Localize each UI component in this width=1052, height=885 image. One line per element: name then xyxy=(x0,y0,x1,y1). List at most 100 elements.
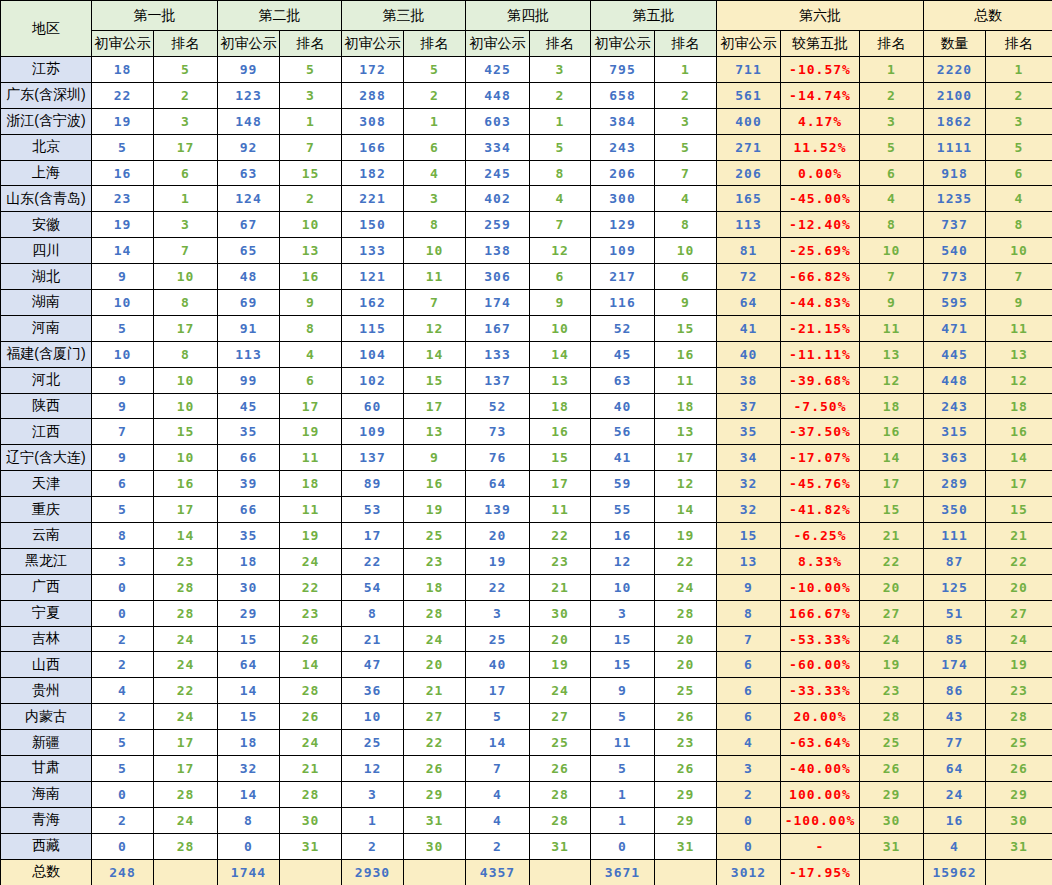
count-cell: 300 xyxy=(591,186,655,212)
count-cell: 308 xyxy=(342,108,404,134)
count-cell: 15962 xyxy=(924,859,986,885)
rank-cell: 10 xyxy=(530,315,591,341)
rank-cell: 9 xyxy=(655,290,717,316)
rank-cell: 26 xyxy=(404,756,466,782)
count-cell: 4357 xyxy=(466,859,530,885)
rank-cell: 25 xyxy=(404,523,466,549)
rank-cell: 24 xyxy=(280,730,342,756)
count-cell: 2100 xyxy=(924,82,986,108)
count-cell: 113 xyxy=(717,212,781,238)
rank-cell: 5 xyxy=(154,57,218,83)
region-cell: 北京 xyxy=(1,134,92,160)
count-cell: 5 xyxy=(466,704,530,730)
rank-cell: 2 xyxy=(530,82,591,108)
rank-cell: 13 xyxy=(860,341,924,367)
table-row: 甘肃517322112267265263-40.00%266426 xyxy=(1,756,1052,782)
rank-cell: 31 xyxy=(986,833,1052,859)
rank-cell xyxy=(986,859,1052,885)
count-cell: 0 xyxy=(218,833,280,859)
rank-cell: 17 xyxy=(280,393,342,419)
table-row: 安徽1936710150825971298113-12.40%87378 xyxy=(1,212,1052,238)
rank-cell: 19 xyxy=(280,419,342,445)
count-cell: 59 xyxy=(591,471,655,497)
count-cell: 7 xyxy=(466,756,530,782)
rank-cell: 17 xyxy=(154,134,218,160)
rank-cell: 23 xyxy=(154,548,218,574)
count-cell: 206 xyxy=(717,160,781,186)
table-row: 吉林22415262124252015207-53.33%248524 xyxy=(1,626,1052,652)
region-cell: 安徽 xyxy=(1,212,92,238)
region-cell: 湖北 xyxy=(1,264,92,290)
statistics-table: 地区 第一批 第二批 第三批 第四批 第五批 第六批 总数 初审公示 排名 初审… xyxy=(0,0,1052,885)
subheader-batch1-publicity: 初审公示 xyxy=(92,31,154,57)
rank-cell xyxy=(280,859,342,885)
rank-cell xyxy=(404,859,466,885)
table-row: 四川147651313310138121091081-25.69%1054010 xyxy=(1,238,1052,264)
count-cell: 63 xyxy=(218,160,280,186)
count-cell: 45 xyxy=(591,341,655,367)
rank-cell: 6 xyxy=(530,264,591,290)
region-cell: 广东(含深圳) xyxy=(1,82,92,108)
count-cell: 5 xyxy=(92,134,154,160)
rank-cell: 26 xyxy=(655,704,717,730)
percent-vs-batch5-cell: 8.33% xyxy=(781,548,860,574)
rank-cell: 20 xyxy=(860,574,924,600)
count-cell: 15 xyxy=(591,626,655,652)
rank-cell: 14 xyxy=(986,445,1052,471)
count-cell: 6 xyxy=(717,678,781,704)
rank-cell: 23 xyxy=(530,548,591,574)
count-cell: 595 xyxy=(924,290,986,316)
column-header-batch6: 第六批 xyxy=(717,1,924,31)
rank-cell: 11 xyxy=(655,367,717,393)
rank-cell: 5 xyxy=(530,134,591,160)
rank-cell: 8 xyxy=(404,212,466,238)
rank-cell: 5 xyxy=(404,57,466,83)
count-cell: 129 xyxy=(591,212,655,238)
count-cell: 51 xyxy=(924,600,986,626)
count-cell: 54 xyxy=(342,574,404,600)
count-cell: 6 xyxy=(717,704,781,730)
count-cell: 14 xyxy=(466,730,530,756)
count-cell: 221 xyxy=(342,186,404,212)
percent-vs-batch5-cell: -63.64% xyxy=(781,730,860,756)
count-cell: 3 xyxy=(591,600,655,626)
subheader-total-rank: 排名 xyxy=(986,31,1052,57)
rank-cell: 18 xyxy=(860,393,924,419)
rank-cell: 2 xyxy=(154,82,218,108)
rank-cell: 6 xyxy=(986,160,1052,186)
count-cell: 10 xyxy=(342,704,404,730)
table-row: 新疆51718242522142511234-63.64%257725 xyxy=(1,730,1052,756)
count-cell: 133 xyxy=(342,238,404,264)
count-cell: 2 xyxy=(92,807,154,833)
region-cell: 天津 xyxy=(1,471,92,497)
count-cell: 40 xyxy=(717,341,781,367)
count-cell: 89 xyxy=(342,471,404,497)
rank-cell: 18 xyxy=(530,393,591,419)
rank-cell: 24 xyxy=(154,807,218,833)
rank-cell: 10 xyxy=(986,238,1052,264)
rank-cell: 30 xyxy=(404,833,466,859)
rank-cell: 7 xyxy=(154,238,218,264)
table-row: 江苏185995172542537951711-10.57%122201 xyxy=(1,57,1052,83)
count-cell: 8 xyxy=(92,523,154,549)
rank-cell: 2 xyxy=(860,82,924,108)
count-cell: 6 xyxy=(92,471,154,497)
rank-cell: 21 xyxy=(986,523,1052,549)
count-cell: 5 xyxy=(92,497,154,523)
count-cell: 121 xyxy=(342,264,404,290)
rank-cell: 19 xyxy=(860,652,924,678)
count-cell: 206 xyxy=(591,160,655,186)
rank-cell: 24 xyxy=(154,652,218,678)
percent-vs-batch5-cell: -10.00% xyxy=(781,574,860,600)
count-cell: 102 xyxy=(342,367,404,393)
rank-cell: 3 xyxy=(154,108,218,134)
rank-cell: 28 xyxy=(860,704,924,730)
percent-vs-batch5-cell: -21.15% xyxy=(781,315,860,341)
rank-cell: 28 xyxy=(986,704,1052,730)
rank-cell: 24 xyxy=(655,574,717,600)
rank-cell: 27 xyxy=(404,704,466,730)
count-cell: 384 xyxy=(591,108,655,134)
rank-cell: 20 xyxy=(404,652,466,678)
count-cell: 115 xyxy=(342,315,404,341)
rank-cell: 9 xyxy=(860,290,924,316)
